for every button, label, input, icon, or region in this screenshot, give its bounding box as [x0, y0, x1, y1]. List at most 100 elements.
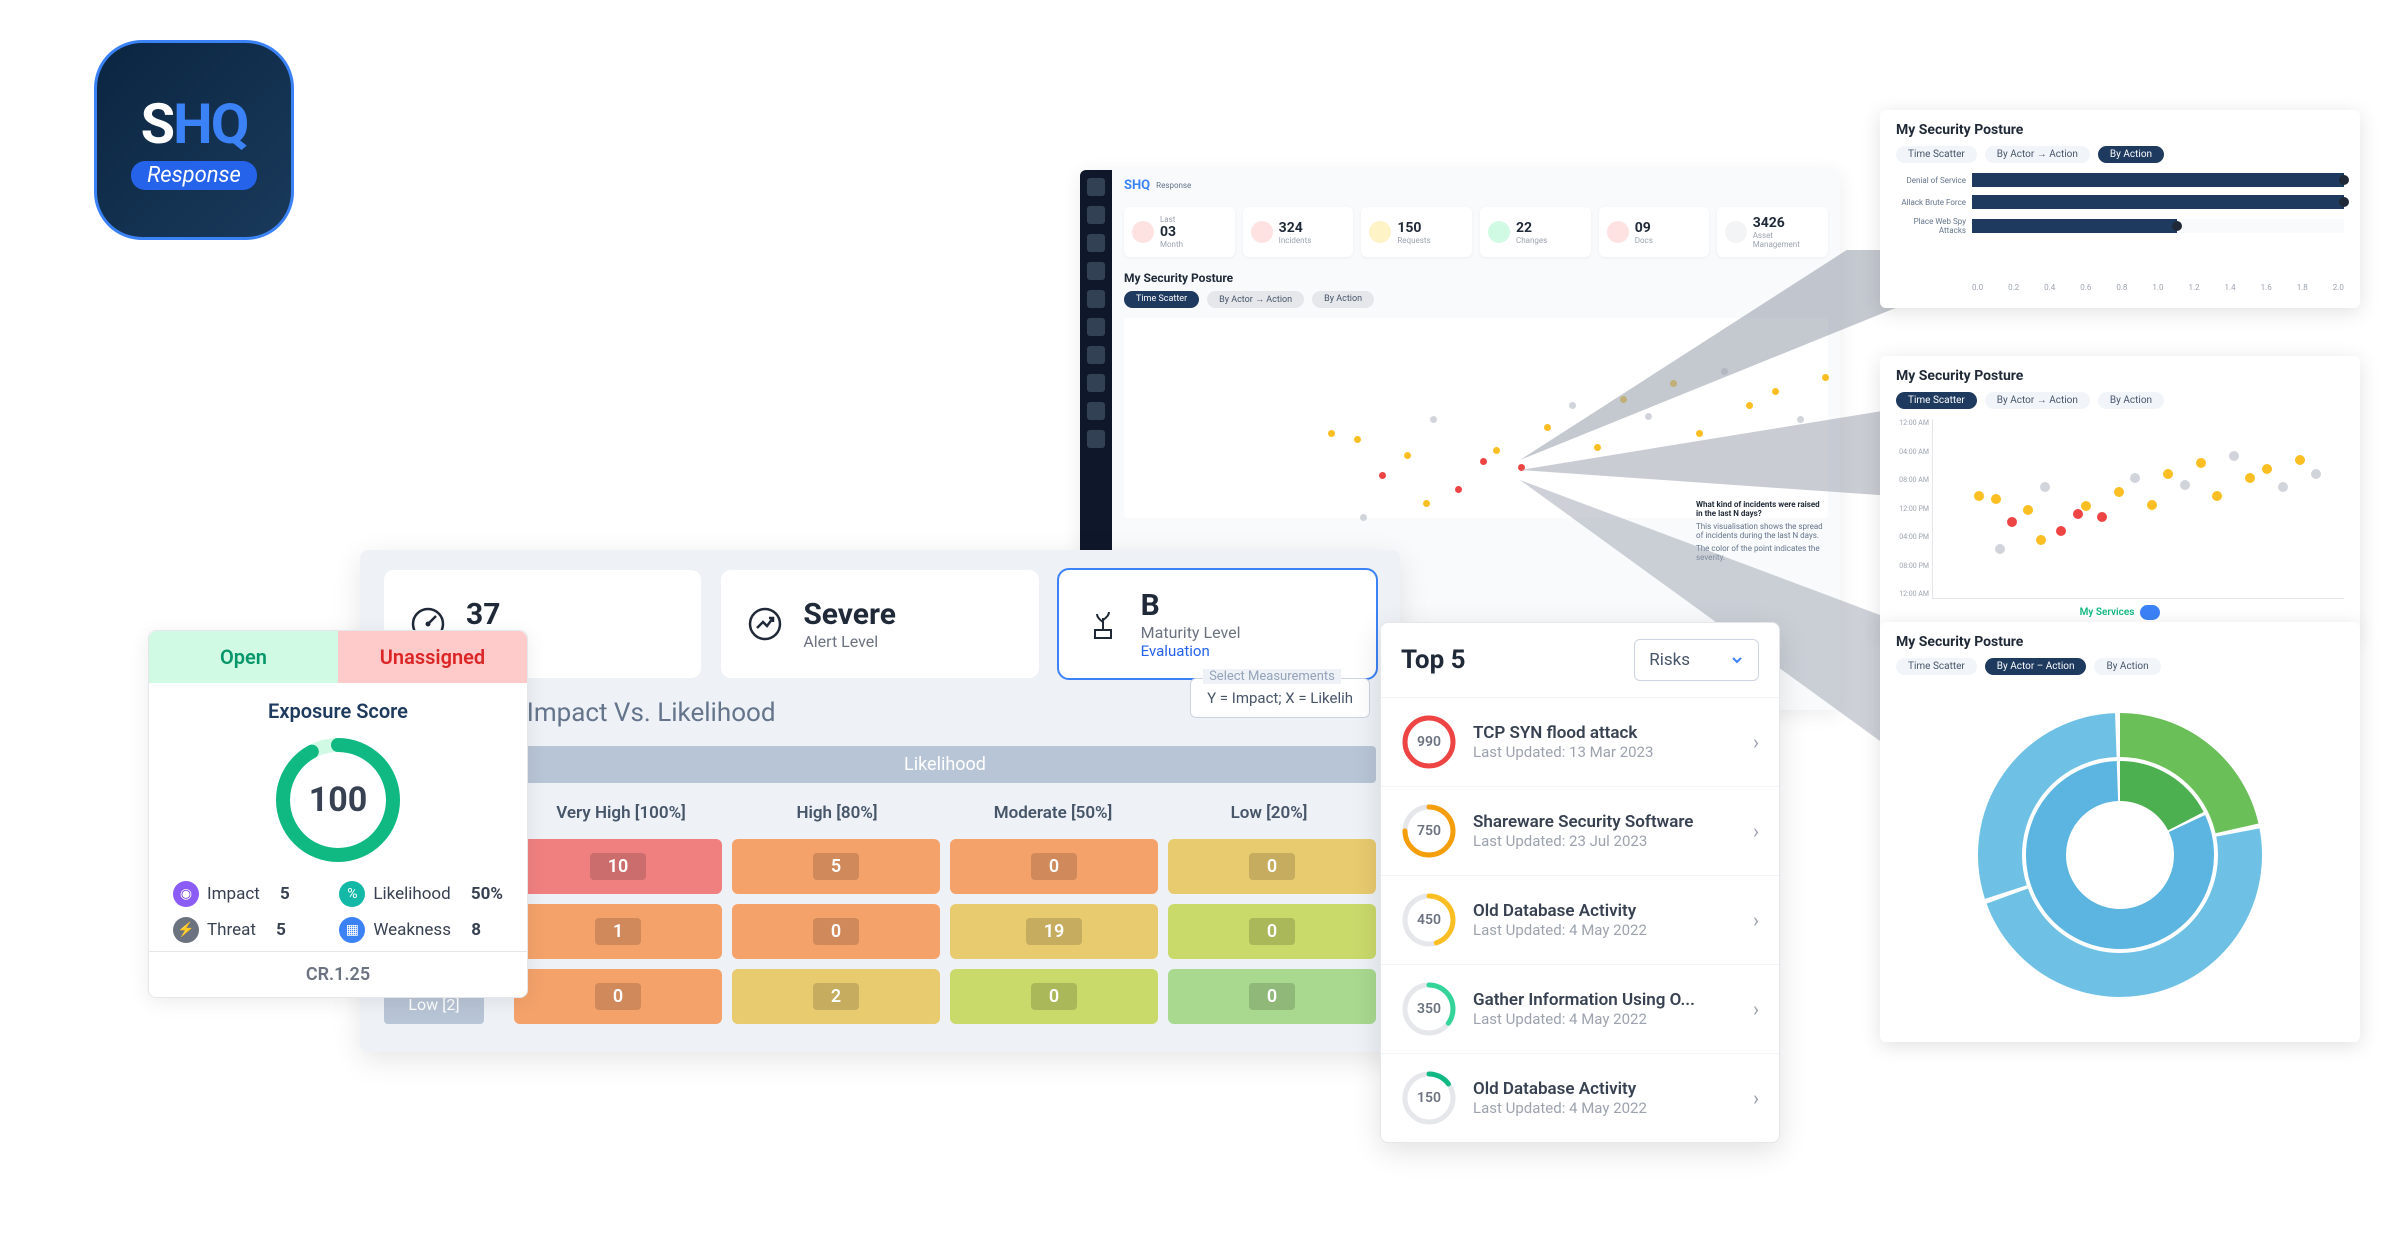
- back-stat-card[interactable]: Last03Month: [1124, 207, 1235, 257]
- matrix-cell[interactable]: 0: [1168, 969, 1376, 1024]
- scatter-dot: [2007, 517, 2017, 527]
- stat-card-maturity[interactable]: BMaturity LevelEvaluation: [1059, 570, 1376, 678]
- tab-open[interactable]: Open: [149, 631, 338, 683]
- sidebar-icon[interactable]: [1087, 430, 1105, 448]
- matrix-cell[interactable]: 0: [950, 839, 1158, 894]
- scatter-dot: [2147, 500, 2157, 510]
- scatter-dot: [1670, 380, 1677, 387]
- scatter-dot: [2097, 512, 2107, 522]
- bar-row: Denial of Service: [1896, 173, 2344, 187]
- scatter-dot: [2311, 469, 2321, 479]
- scatter-dot: [2278, 482, 2288, 492]
- matrix-cell[interactable]: 2: [732, 969, 940, 1024]
- score-ring: 350: [1401, 981, 1457, 1037]
- back-tab[interactable]: Time Scatter: [1124, 291, 1199, 308]
- matrix-cell[interactable]: 0: [1168, 904, 1376, 959]
- back-stat-card[interactable]: 3426Asset Management: [1717, 207, 1828, 257]
- posture-tab[interactable]: Time Scatter: [1896, 658, 1977, 675]
- exposure-score-ring: 100: [273, 735, 403, 865]
- posture-title: My Security Posture: [1896, 634, 2344, 650]
- sidebar-icon[interactable]: [1087, 290, 1105, 308]
- sidebar-icon[interactable]: [1087, 346, 1105, 364]
- top5-item[interactable]: 750 Shareware Security Software Last Upd…: [1381, 787, 1779, 876]
- posture-tab[interactable]: Time Scatter: [1896, 146, 1977, 163]
- scatter-dot: [1518, 464, 1525, 471]
- chevron-down-icon: [1730, 653, 1744, 667]
- back-stat-card[interactable]: 22Changes: [1480, 207, 1591, 257]
- back-stat-card[interactable]: 09Docs: [1599, 207, 1710, 257]
- tab-unassigned[interactable]: Unassigned: [338, 631, 527, 683]
- sidebar-icon[interactable]: [1087, 374, 1105, 392]
- select-measurements-text: Y = Impact; X = Likelih: [1207, 689, 1353, 707]
- sidebar-icon[interactable]: [1087, 262, 1105, 280]
- exposure-card: Open Unassigned Exposure Score 100 ◉Impa…: [148, 630, 528, 998]
- my-services-label[interactable]: My Services: [2080, 607, 2135, 618]
- posture-title: My Security Posture: [1896, 122, 2344, 138]
- back-section-title: My Security Posture: [1124, 271, 1840, 285]
- scatter-dot: [2229, 451, 2239, 461]
- alert-label: Alert Level: [803, 632, 896, 651]
- scatter-dot: [1360, 514, 1367, 521]
- alert-value: Severe: [803, 597, 896, 632]
- score-ring: 150: [1401, 1070, 1457, 1126]
- matrix-cell[interactable]: 19: [950, 904, 1158, 959]
- top5-item[interactable]: 990 TCP SYN flood attack Last Updated: 1…: [1381, 698, 1779, 787]
- stat-card-alert[interactable]: SevereAlert Level: [721, 570, 1038, 678]
- scatter-dot: [1480, 458, 1487, 465]
- chevron-right-icon: ›: [1753, 1086, 1759, 1110]
- sidebar-icon[interactable]: [1087, 206, 1105, 224]
- back-stat-card[interactable]: 324Incidents: [1243, 207, 1354, 257]
- matrix-cell[interactable]: 0: [514, 969, 722, 1024]
- matrix-cell[interactable]: 0: [732, 904, 940, 959]
- sidebar-icon[interactable]: [1087, 318, 1105, 336]
- posture-tab[interactable]: By Actor → Action: [1985, 392, 2090, 409]
- matrix-cell[interactable]: 0: [1168, 839, 1376, 894]
- impact-label: Impact: [207, 884, 260, 904]
- matrix-cell[interactable]: 1: [514, 904, 722, 959]
- matrix-cell[interactable]: 10: [514, 839, 722, 894]
- likelihood-header: Likelihood: [514, 746, 1376, 783]
- back-stat-card[interactable]: 150Requests: [1361, 207, 1472, 257]
- sidebar-icon[interactable]: [1087, 178, 1105, 196]
- back-tab[interactable]: By Action: [1312, 291, 1374, 308]
- maturity-link[interactable]: Evaluation: [1141, 642, 1241, 660]
- top5-title: Top 5: [1401, 645, 1466, 675]
- matrix-cell[interactable]: 5: [732, 839, 940, 894]
- top5-select[interactable]: Risks: [1634, 639, 1759, 681]
- posture-tab[interactable]: By Action: [2094, 658, 2160, 675]
- weakness-value: 8: [471, 920, 481, 940]
- services-pill[interactable]: [2140, 605, 2160, 620]
- scatter-dot: [2196, 458, 2206, 468]
- scatter-dot: [1746, 402, 1753, 409]
- top5-item[interactable]: 450 Old Database Activity Last Updated: …: [1381, 876, 1779, 965]
- posture-tab[interactable]: Time Scatter: [1896, 392, 1977, 409]
- score-ring: 450: [1401, 892, 1457, 948]
- score-ring: 990: [1401, 714, 1457, 770]
- posture-tab[interactable]: By Actor → Action: [1985, 146, 2090, 163]
- back-tab[interactable]: By Actor → Action: [1207, 291, 1304, 308]
- scatter-dot: [1379, 472, 1386, 479]
- scatter-dot: [1822, 374, 1829, 381]
- top5-item[interactable]: 150 Old Database Activity Last Updated: …: [1381, 1054, 1779, 1142]
- matrix-cell[interactable]: 0: [950, 969, 1158, 1024]
- back-desc-body: This visualisation shows the spread of i…: [1696, 522, 1826, 540]
- select-measurements[interactable]: Y = Impact; X = Likelih: [1190, 678, 1370, 718]
- threat-icon: ⚡: [173, 917, 199, 943]
- posture-tab[interactable]: By Action: [2098, 146, 2164, 163]
- impact-icon: ◉: [173, 881, 199, 907]
- posture-title: My Security Posture: [1896, 368, 2344, 384]
- risk-date: Last Updated: 13 Mar 2023: [1473, 743, 1737, 761]
- exposure-score-value: 100: [273, 735, 403, 865]
- impact-value: 5: [280, 884, 290, 904]
- back-desc-question: What kind of incidents were raised in th…: [1696, 500, 1826, 518]
- top5-item[interactable]: 350 Gather Information Using O... Last U…: [1381, 965, 1779, 1054]
- scatter-dot: [1423, 500, 1430, 507]
- scatter-dot: [1645, 413, 1652, 420]
- scatter-dot: [2073, 509, 2083, 519]
- scatter-dot: [2245, 473, 2255, 483]
- sidebar-icon[interactable]: [1087, 234, 1105, 252]
- sidebar-icon[interactable]: [1087, 402, 1105, 420]
- scatter-dot: [1404, 452, 1411, 459]
- posture-tab[interactable]: By Actor – Action: [1985, 658, 2087, 675]
- posture-tab[interactable]: By Action: [2098, 392, 2164, 409]
